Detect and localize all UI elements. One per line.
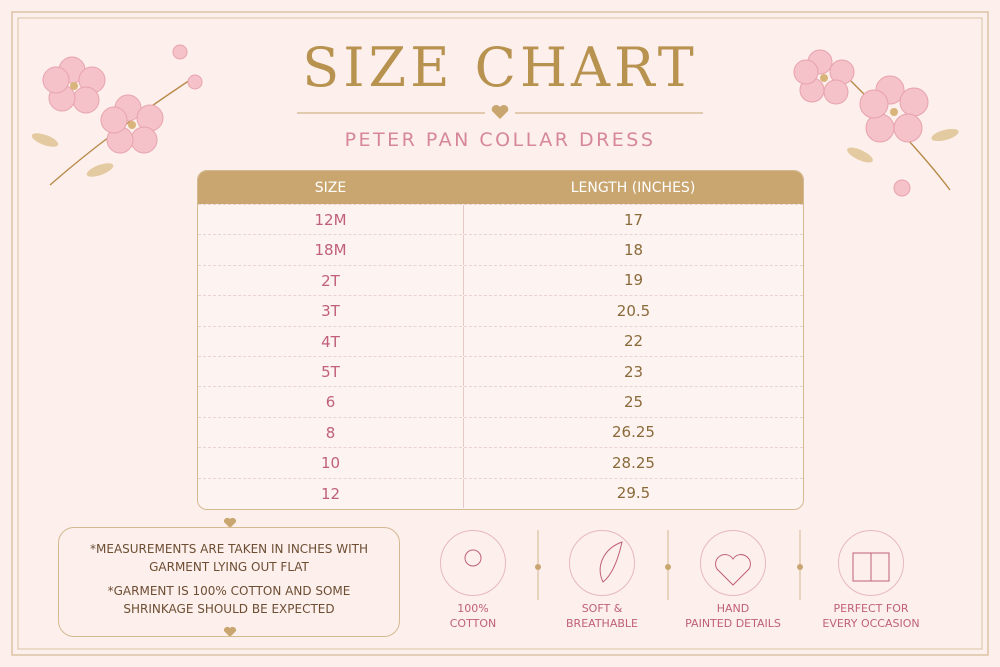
subtitle: PETER PAN COLLAR DRESS — [344, 129, 656, 151]
feature-icon — [700, 530, 766, 596]
table-cell: 3T — [198, 296, 464, 326]
feature-icon — [569, 530, 635, 596]
table-row: 6 25 — [198, 386, 803, 417]
note: *GARMENT IS 100% COTTON AND SOME SHRINKA… — [107, 584, 351, 616]
feature-line: SOFT & — [581, 602, 623, 615]
table-row: 10 28.25 — [198, 447, 803, 478]
table-cell: 20.5 — [616, 301, 651, 320]
table-cell: 25 — [623, 393, 644, 412]
table-cell: 18 — [623, 241, 644, 260]
table-cell: 26.25 — [612, 423, 655, 442]
table-header: SIZE LENGTH (INCHES) — [198, 171, 803, 204]
title: SIZE CHART — [302, 36, 698, 99]
table-cell: 8 — [198, 417, 464, 448]
table-row: 12M 17 — [198, 204, 803, 235]
table-cell: 29.5 — [616, 484, 651, 503]
table-cell: 5T — [198, 356, 464, 387]
feature-icon — [838, 530, 904, 596]
feature-line: 100% — [457, 602, 489, 615]
header-cell: SIZE — [314, 179, 347, 196]
feature-line: COTTON — [449, 617, 497, 630]
header-cell: LENGTH (INCHES) — [570, 179, 696, 196]
table-row: 5T 23 — [198, 355, 803, 387]
table-cell: 18M — [198, 235, 464, 265]
table-cell: 6 — [198, 387, 464, 417]
feature-line: EVERY OCCASION — [822, 617, 920, 630]
notes-box: *MEASUREMENTS ARE TAKEN IN INCHES WITH G… — [58, 527, 400, 637]
feature-line: PAINTED DETAILS — [685, 617, 781, 630]
table-cell: 10 — [198, 448, 464, 478]
table-cell: 17 — [623, 210, 644, 229]
table-row: 4T 22 — [198, 325, 803, 356]
table-cell: 12M — [198, 205, 464, 235]
table-cell: 12 — [198, 478, 464, 508]
feature-label: SOFT & BREATHABLE — [537, 601, 667, 631]
table-row: 8 26.25 — [198, 416, 803, 448]
table-cell: 2T — [198, 265, 464, 296]
table-row: 2T 19 — [198, 264, 803, 296]
feature-label: HAND PAINTED DETAILS — [668, 601, 798, 631]
table-row: 12 29.5 — [198, 477, 803, 508]
size-table: SIZE LENGTH (INCHES) 12M 17 18M 18 2T 19 3T 20.… — [197, 170, 804, 510]
table-row: 18M 18 — [198, 234, 803, 265]
feature-icon — [440, 530, 506, 596]
note: *MEASUREMENTS ARE TAKEN IN INCHES WITH G… — [90, 542, 368, 574]
table-cell: 28.25 — [612, 453, 655, 472]
feature-line: HAND — [716, 602, 750, 615]
feature-line: BREATHABLE — [566, 617, 638, 630]
feature-label: PERFECT FOR EVERY OCCASION — [806, 601, 936, 631]
table-cell: 23 — [623, 362, 644, 381]
feature-label: 100% COTTON — [408, 601, 538, 631]
table-row: 3T 20.5 — [198, 295, 803, 326]
feature-line: PERFECT FOR — [833, 602, 909, 615]
table-cell: 4T — [198, 326, 464, 356]
table-cell: 19 — [623, 271, 644, 290]
table-cell: 22 — [623, 332, 644, 351]
